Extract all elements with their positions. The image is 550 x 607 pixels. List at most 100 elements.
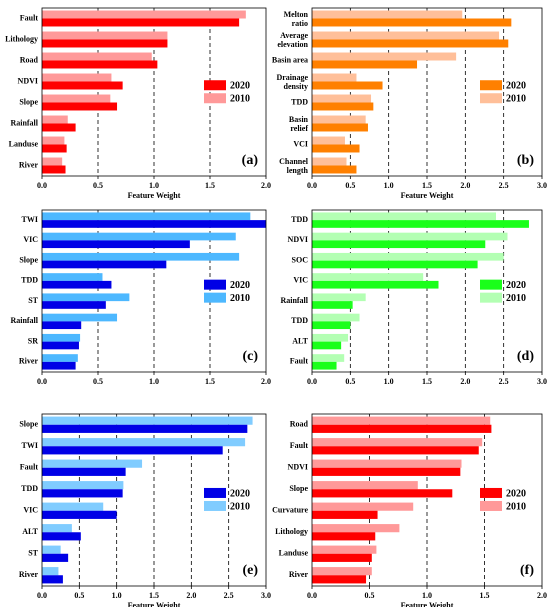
x-tick-label: 3.0 bbox=[537, 377, 547, 386]
bar-2020 bbox=[42, 553, 69, 562]
panel-label: (b) bbox=[517, 153, 534, 168]
bar-2020 bbox=[312, 39, 509, 48]
bar-2010 bbox=[42, 115, 68, 124]
category-label: TDD bbox=[21, 276, 38, 285]
category-label: Landuse bbox=[279, 549, 309, 558]
x-tick-label: 0.5 bbox=[365, 591, 375, 600]
x-axis-title: Feature Weight bbox=[128, 601, 181, 607]
bar-2010 bbox=[312, 354, 345, 362]
category-label: TDD bbox=[291, 97, 308, 106]
panel-2: Melton ratio Average elevation Basin area Dra… bbox=[272, 7, 547, 200]
bar-2020 bbox=[42, 361, 76, 370]
bar-2010 bbox=[312, 545, 377, 554]
bar-2020 bbox=[42, 18, 240, 27]
x-tick-label: 0.0 bbox=[307, 591, 317, 600]
category-label: River bbox=[289, 570, 309, 579]
bar-2020 bbox=[312, 341, 342, 350]
bar-2010 bbox=[312, 232, 508, 241]
bar-2010 bbox=[42, 94, 111, 103]
x-tick-label: 0.0 bbox=[307, 181, 317, 190]
category-label: Rainfall bbox=[280, 296, 308, 305]
bar-2010 bbox=[312, 73, 357, 82]
bar-2020 bbox=[42, 165, 66, 174]
panel-label: (d) bbox=[517, 349, 534, 364]
bar-2010 bbox=[42, 313, 118, 322]
bar-2020 bbox=[42, 446, 223, 455]
x-tick-label: 2.0 bbox=[186, 591, 196, 600]
bar-2010 bbox=[42, 10, 246, 19]
x-tick-label: 1.0 bbox=[422, 591, 432, 600]
category-label: River bbox=[19, 357, 39, 366]
category-label: Basin area bbox=[272, 55, 308, 64]
x-tick-label: 2.5 bbox=[499, 377, 509, 386]
panel-3: TWI VIC Slope TDD ST Rainfall SR River 0.0 0.5 1.0… bbox=[10, 209, 271, 386]
panel-4: TDD NDVI SOC VIC Rainfall TDD ALT Fault 0.0 0.5 1.… bbox=[280, 209, 547, 386]
legend-swatch-2020 bbox=[480, 80, 502, 91]
bar-2010 bbox=[42, 293, 130, 302]
bar-2020 bbox=[312, 510, 378, 519]
bar-2020 bbox=[312, 240, 486, 249]
category-label: Fault bbox=[20, 463, 39, 472]
category-label: SR bbox=[28, 336, 38, 345]
bar-2010 bbox=[312, 524, 400, 533]
bar-2010 bbox=[42, 524, 72, 533]
bar-2010 bbox=[42, 232, 236, 241]
category-label: TWI bbox=[22, 215, 38, 224]
bar-2020 bbox=[312, 467, 461, 476]
category-label: VIC bbox=[23, 506, 38, 515]
category-label: TWI bbox=[22, 441, 38, 450]
bar-2010 bbox=[312, 115, 366, 124]
panel-label: (c) bbox=[242, 349, 258, 364]
x-tick-label: 0.0 bbox=[37, 591, 47, 600]
legend-swatch-2010 bbox=[204, 93, 226, 104]
bar-2010 bbox=[42, 567, 59, 576]
x-tick-label: 3.0 bbox=[537, 181, 547, 190]
category-label: Slope bbox=[289, 484, 308, 493]
category-label: Rainfall bbox=[10, 118, 38, 127]
x-tick-label: 1.5 bbox=[480, 591, 490, 600]
bar-2020 bbox=[42, 280, 112, 289]
bar-2020 bbox=[312, 361, 337, 370]
bar-2010 bbox=[42, 73, 112, 82]
bar-2010 bbox=[42, 416, 253, 425]
category-label: VCI bbox=[293, 139, 308, 148]
bar-2010 bbox=[312, 94, 372, 103]
category-label: Fault bbox=[290, 357, 309, 366]
bar-2020 bbox=[42, 532, 81, 541]
legend-label-2020: 2020 bbox=[506, 488, 526, 499]
category-label: Slope bbox=[19, 420, 38, 429]
legend-label-2020: 2020 bbox=[230, 280, 250, 291]
bar-2010 bbox=[42, 157, 63, 166]
bar-2020 bbox=[42, 575, 63, 584]
category-label: ST bbox=[28, 549, 38, 558]
bar-2010 bbox=[312, 212, 496, 221]
bar-2010 bbox=[312, 252, 504, 261]
bar-2020 bbox=[312, 81, 383, 90]
bar-2020 bbox=[312, 220, 529, 228]
bar-2020 bbox=[42, 220, 266, 228]
category-label: SOC bbox=[292, 255, 309, 264]
bar-2010 bbox=[312, 273, 424, 281]
bar-2020 bbox=[42, 102, 118, 111]
bar-2010 bbox=[42, 354, 78, 362]
legend-label-2010: 2010 bbox=[230, 501, 250, 512]
category-label: TDD bbox=[291, 215, 308, 224]
legend-swatch-2020 bbox=[204, 80, 226, 91]
category-label: TDD bbox=[291, 316, 308, 325]
category-label: Landuse bbox=[9, 139, 39, 148]
x-tick-label: 2.0 bbox=[460, 377, 470, 386]
category-label: Average elevation bbox=[277, 31, 308, 49]
category-label: NDVI bbox=[288, 463, 308, 472]
category-label: ALT bbox=[292, 336, 308, 345]
bar-2010 bbox=[42, 438, 246, 447]
x-tick-label: 2.0 bbox=[261, 377, 271, 386]
legend-swatch-2010 bbox=[204, 500, 226, 511]
x-tick-label: 0.0 bbox=[307, 377, 317, 386]
bar-2010 bbox=[312, 416, 491, 425]
bar-2010 bbox=[312, 157, 347, 166]
bar-2010 bbox=[312, 31, 500, 40]
bar-2010 bbox=[42, 273, 103, 281]
category-label: Road bbox=[20, 55, 39, 64]
bar-2010 bbox=[312, 567, 372, 576]
